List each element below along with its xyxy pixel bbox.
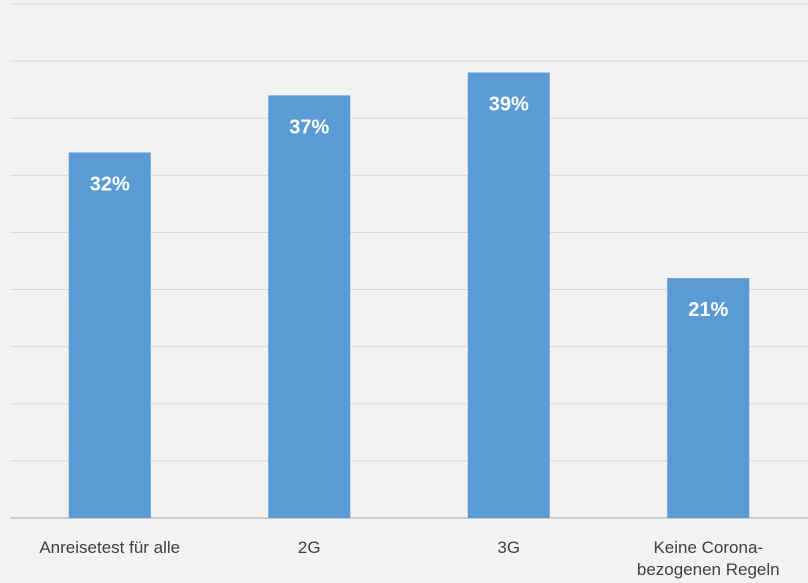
bar-1 <box>68 152 151 518</box>
category-label: 2G <box>298 538 321 557</box>
category-label-line: 2G <box>298 538 321 557</box>
category-label: Anreisetest für alle <box>39 538 180 557</box>
data-label: 21% <box>688 299 728 321</box>
category-label-line: Keine Corona- <box>653 538 763 557</box>
category-label-line: 3G <box>497 538 520 557</box>
category-label: 3G <box>497 538 520 557</box>
category-labels-group: Anreisetest für alle 2G 3G Keine Corona-bez… <box>39 538 779 579</box>
data-label: 39% <box>489 94 529 116</box>
bar-3 <box>467 72 550 519</box>
category-label: Keine Corona-bezogenen Regeln <box>637 538 780 579</box>
data-label: 37% <box>289 116 329 138</box>
data-labels-group: 32% 37% 39% 21% <box>90 94 729 322</box>
data-label: 32% <box>90 173 130 195</box>
bar-2 <box>268 95 351 518</box>
category-label-line: bezogenen Regeln <box>637 560 780 579</box>
bar-4 <box>667 278 750 518</box>
category-label-line: Anreisetest für alle <box>39 538 180 557</box>
bars-group <box>68 72 750 519</box>
